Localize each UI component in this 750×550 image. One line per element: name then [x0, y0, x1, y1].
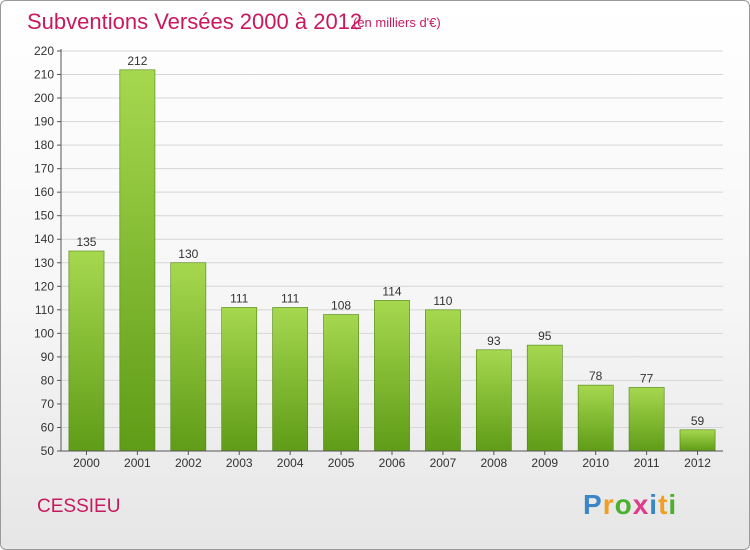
bar-2012 — [679, 429, 716, 452]
y-tick-label: 120 — [34, 279, 54, 293]
bar-2011 — [628, 387, 665, 452]
value-label-2002: 130 — [178, 247, 198, 261]
bar-2004 — [272, 307, 309, 452]
x-tick-label-2006: 2006 — [379, 456, 406, 470]
x-tick-label-2008: 2008 — [480, 456, 507, 470]
value-label-2008: 93 — [487, 334, 501, 348]
y-tick-label: 100 — [34, 326, 54, 340]
y-tick-label: 190 — [34, 115, 54, 129]
y-tick-label: 80 — [41, 373, 55, 387]
logo-letter: x — [632, 489, 650, 520]
bar-2007 — [425, 309, 461, 452]
y-tick-label: 220 — [34, 44, 54, 58]
bar-2008 — [475, 349, 512, 452]
logo-letter: t — [658, 489, 669, 520]
x-tick-label-2005: 2005 — [328, 456, 355, 470]
y-tick-label: 110 — [35, 303, 54, 317]
x-tick-label-2001: 2001 — [124, 456, 151, 470]
logo-letter: i — [649, 489, 659, 520]
value-label-2012: 59 — [691, 414, 705, 428]
value-label-2001: 212 — [127, 54, 147, 68]
bar-2000 — [68, 250, 105, 452]
logo-letter: i — [668, 489, 678, 520]
y-tick-label: 180 — [34, 138, 54, 152]
value-label-2004: 111 — [281, 291, 300, 305]
y-tick-label: 70 — [41, 397, 55, 411]
chart-subtitle: (en milliers d'€) — [353, 15, 441, 30]
x-tick-label-2012: 2012 — [684, 456, 711, 470]
x-tick-label-2000: 2000 — [73, 456, 100, 470]
value-label-2011: 77 — [640, 371, 654, 385]
y-tick-label: 210 — [34, 68, 54, 82]
y-tick-label: 140 — [34, 232, 54, 246]
chart-title: Subventions Versées 2000 à 2012 — [27, 9, 363, 34]
bar-2002 — [170, 262, 207, 452]
value-label-2007: 110 — [433, 294, 452, 308]
x-tick-label-2010: 2010 — [582, 456, 609, 470]
x-tick-label-2011: 2011 — [634, 456, 660, 470]
logo-letter: r — [602, 489, 615, 520]
bars — [68, 69, 716, 452]
commune-name: CESSIEU — [37, 496, 121, 517]
axes — [57, 49, 723, 455]
bar-2006 — [374, 300, 410, 452]
logo-letter: o — [614, 489, 633, 520]
x-tick-label-2007: 2007 — [430, 456, 457, 470]
y-tick-label: 130 — [34, 256, 54, 270]
bar-2010 — [577, 384, 614, 452]
proxiti-logo: Proxiti — [583, 489, 677, 521]
value-label-2006: 114 — [382, 284, 401, 298]
bar-2009 — [526, 344, 563, 452]
value-label-2010: 78 — [589, 369, 603, 383]
y-tick-label: 150 — [34, 209, 54, 223]
x-tick-label-2003: 2003 — [226, 456, 253, 470]
x-tick-label-2002: 2002 — [175, 456, 202, 470]
x-tick-label-2004: 2004 — [277, 456, 304, 470]
value-label-2003: 111 — [230, 291, 249, 305]
y-tick-label: 160 — [34, 185, 54, 199]
bar-2005 — [323, 314, 359, 452]
y-tick-label: 200 — [34, 91, 54, 105]
labels: 50 60 70 80 90 100 110 120 130 140 150 160 170 180 190… — [34, 44, 711, 470]
x-tick-label-2009: 2009 — [531, 456, 558, 470]
value-label-2000: 135 — [76, 235, 96, 249]
value-label-2005: 108 — [331, 299, 351, 313]
y-tick-label: 90 — [41, 350, 55, 364]
bar-2001 — [119, 69, 156, 452]
y-tick-label: 170 — [34, 162, 54, 176]
y-tick-label: 50 — [41, 444, 55, 458]
logo-letter: P — [583, 489, 603, 520]
value-label-2009: 95 — [538, 329, 552, 343]
bar-2003 — [221, 307, 258, 452]
y-tick-label: 60 — [41, 420, 55, 434]
